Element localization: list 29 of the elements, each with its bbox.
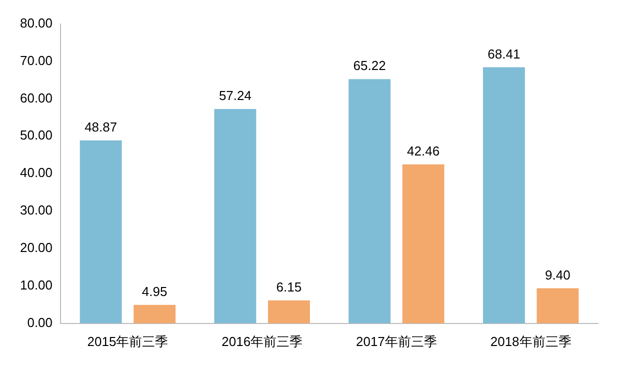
data-label: 6.15 — [276, 279, 302, 294]
y-tick-label: 0.00 — [27, 314, 53, 330]
y-tick-label: 20.00 — [20, 240, 53, 256]
y-tick-label: 10.00 — [20, 278, 53, 293]
data-label: 57.24 — [218, 88, 252, 104]
y-tick-label: 40.00 — [20, 165, 53, 180]
y-tick-label: 70.00 — [20, 52, 53, 68]
data-label: 9.40 — [545, 267, 570, 282]
bar — [348, 79, 391, 324]
y-tick-label: 50.00 — [20, 128, 53, 143]
x-tick-label: 2018年前三季 — [490, 334, 572, 349]
y-tick-label: 80.00 — [20, 15, 53, 30]
data-label: 65.22 — [353, 58, 386, 74]
bar — [214, 109, 256, 324]
bar — [268, 300, 310, 324]
data-label: 4.95 — [142, 284, 168, 299]
y-tick-label: 60.00 — [20, 90, 53, 106]
data-label: 68.41 — [488, 46, 520, 62]
x-tick-label: 2016年前三季 — [222, 334, 303, 349]
x-tick-label: 2015年前三季 — [87, 334, 168, 349]
data-label: 48.87 — [84, 119, 118, 134]
bar — [402, 164, 444, 324]
bar — [536, 288, 579, 324]
y-tick-label: 30.00 — [20, 202, 53, 218]
bar — [80, 140, 122, 324]
bar — [134, 304, 176, 324]
bar — [482, 67, 525, 324]
x-tick-label: 2017年前三季 — [356, 334, 437, 349]
data-label: 42.46 — [407, 143, 440, 158]
